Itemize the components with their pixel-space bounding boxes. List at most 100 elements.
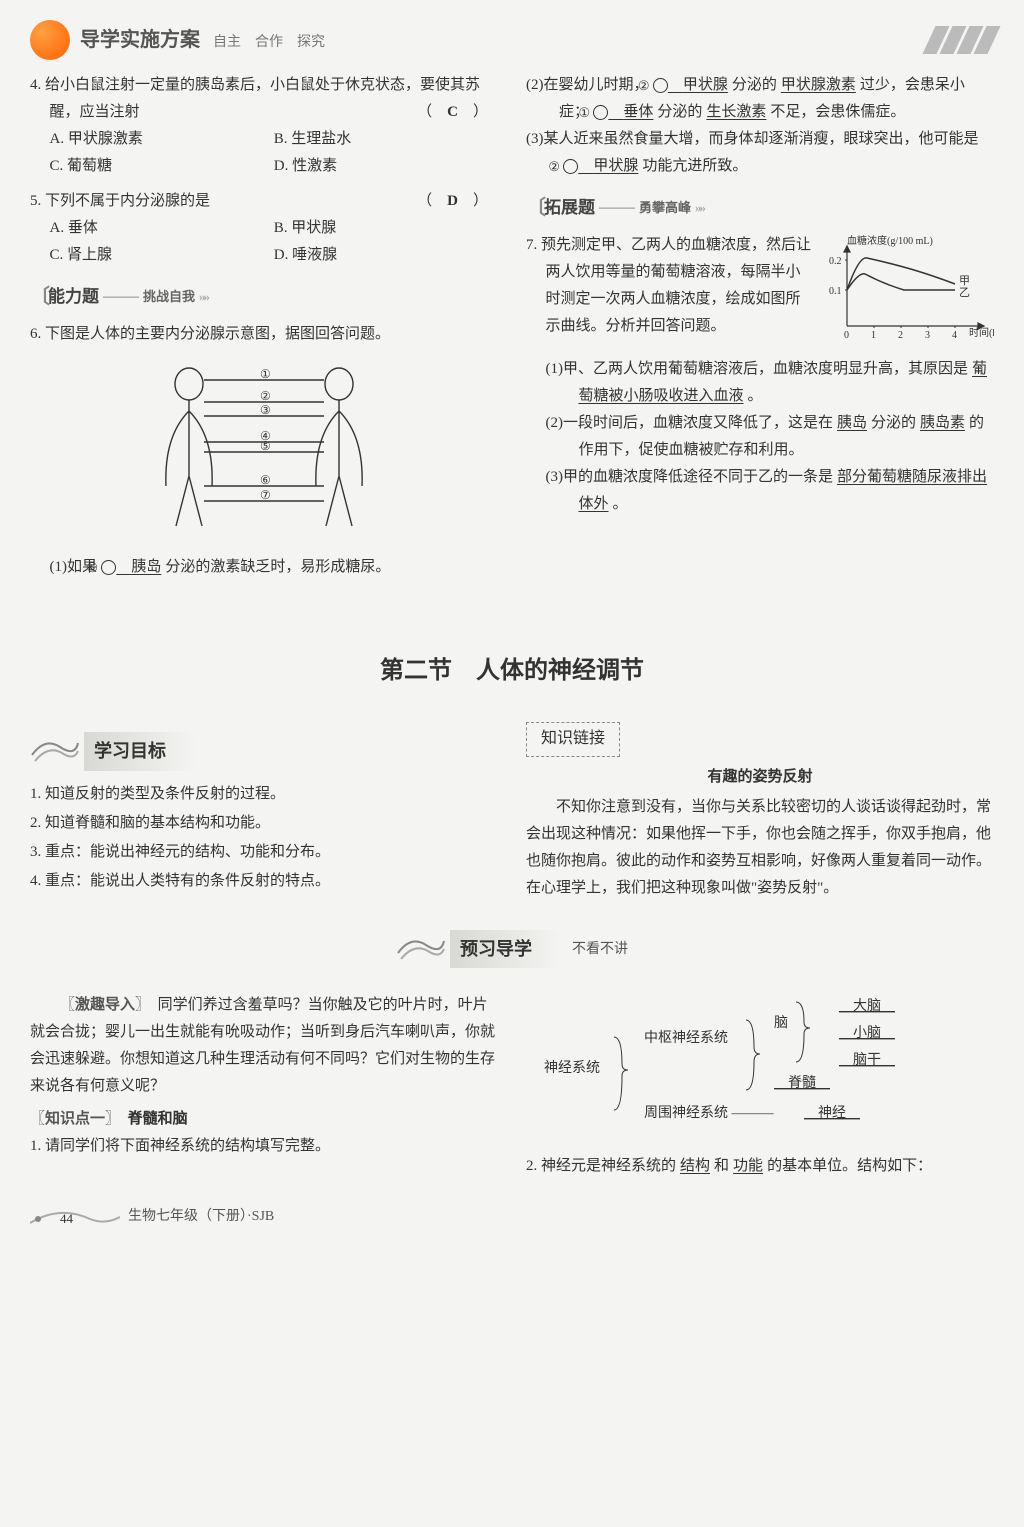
page-footer: 44 生物七年级（下册）·SJB (30, 1204, 994, 1229)
q6-sub1-post: 分泌的激素缺乏时，易形成糖尿。 (165, 559, 390, 575)
svg-text:⑤: ⑤ (260, 439, 271, 453)
q4-opt-a: A. 甲状腺激素 (50, 126, 274, 153)
intro-label: 〖激趣导入〗 (60, 997, 143, 1013)
q4-opt-c: C. 葡萄糖 (50, 153, 274, 180)
chart-ylabel: 血糖浓度(g/100 mL) (847, 234, 933, 247)
link-paragraph: 不知你注意到没有，当你与关系比较密切的人谈话谈得起劲时，常会出现这种情况：如果他… (526, 794, 994, 902)
kp1-label: 知识点一 (45, 1111, 105, 1127)
top-columns: 4. 给小白鼠注射一定量的胰岛素后，小白鼠处于休克状态，要使其苏醒，应当注射 （… (30, 72, 994, 589)
q5-opt-b: B. 甲状腺 (274, 215, 498, 242)
q6-sub3: (3)某人近来虽然食量大增，而身体却逐渐消瘦，眼球突出，他可能是② 甲状腺功能亢… (526, 126, 994, 180)
footer-text: 生物七年级（下册）·SJB (128, 1204, 274, 1229)
svg-text:⑥: ⑥ (260, 473, 271, 487)
q5-opt-c: C. 肾上腺 (50, 242, 274, 269)
q6-sub2-blank2b: 生长激素 (702, 104, 770, 120)
svg-text:②: ② (260, 389, 271, 403)
tree-svg: 神经系统 中枢神经系统 周围神经系统 ——— 脑 脊髓 大脑 小脑 脑干 神经 (544, 992, 964, 1142)
link-box-label: 知识链接 (526, 722, 620, 757)
q4-text: 4. 给小白鼠注射一定量的胰岛素后，小白鼠处于休克状态，要使其苏醒，应当注射 （… (30, 72, 498, 126)
q7-sub2-a2: 胰岛素 (916, 415, 969, 431)
question-5: 5. 下列不属于内分泌腺的是 （ D ） A. 垂体 B. 甲状腺 C. 肾上腺… (30, 188, 498, 269)
section-expand-head: 拓展题 ——— 勇攀高峰 »» (526, 190, 994, 226)
svg-text:乙: 乙 (959, 286, 970, 299)
svg-text:③: ③ (260, 403, 271, 417)
header-mascot-icon (30, 20, 70, 60)
q6-sub2-blank2: ① 垂体 (589, 104, 657, 120)
q7-sub3: (3)甲的血糖浓度降低途径不同于乙的一条是部分葡萄糖随尿液排出体外。 (559, 464, 994, 518)
tree-b1: 大脑 (839, 998, 895, 1014)
question-6: 6. 下图是人体的主要内分泌腺示意图，据图回答问题。 (30, 321, 498, 581)
q5-options: A. 垂体 B. 甲状腺 C. 肾上腺 D. 唾液腺 (30, 215, 498, 269)
curve-yi (847, 274, 955, 290)
header-title: 导学实施方案 自主 合作 探究 (80, 22, 325, 58)
svg-text:0: 0 (844, 330, 849, 341)
q7-sub1: (1)甲、乙两人饮用葡萄糖溶液后，血糖浓度明显升高，其原因是葡萄糖被小肠吸收进入… (559, 356, 994, 410)
preview-banner-row: 预习导学 不看不讲 (30, 920, 994, 978)
q6-text: 6. 下图是人体的主要内分泌腺示意图，据图回答问题。 (30, 321, 498, 348)
header-stripes-icon (929, 26, 994, 54)
section-2-title: 第二节 人体的神经调节 (30, 649, 994, 692)
bottom-left: 〖激趣导入〗 同学们养过含羞草吗？当你触及它的叶片时，叶片就会合拢；婴儿一出生就… (30, 992, 498, 1182)
q7-sub2: (2)一段时间后，血糖浓度又降低了，这是在胰岛分泌的胰岛素的作用下，促使血糖被贮… (559, 410, 994, 464)
goal-3: 3. 重点：能说出神经元的结构、功能和分布。 (30, 839, 498, 866)
q4-opt-d: D. 性激素 (274, 153, 498, 180)
goals-and-link-columns: 学习目标 1. 知道反射的类型及条件反射的过程。 2. 知道脊髓和脑的基本结构和… (30, 722, 994, 902)
q5-answer-paren: （ D ） (437, 188, 488, 215)
svg-text:2: 2 (898, 330, 903, 341)
q4-answer-paren: （ C ） (437, 99, 488, 126)
goals-banner-label: 学习目标 (84, 732, 196, 770)
q4-opt-b: B. 生理盐水 (274, 126, 498, 153)
endocrine-diagram-svg: ① ② ③ ④ ⑤ ⑥ ⑦ (134, 356, 394, 536)
page-number: 44 (60, 1207, 73, 1230)
tree-b3: 脑干 (839, 1052, 895, 1068)
kp1-q2: 2. 神经元是神经系统的结构和功能的基本单位。结构如下： (526, 1153, 994, 1180)
q4-stem: 4. 给小白鼠注射一定量的胰岛素后，小白鼠处于休克状态，要使其苏醒，应当注射 (30, 77, 480, 120)
kp1-label-wrap: 〖知识点一〗 (30, 1111, 113, 1127)
tree-brain: 脑 (774, 1015, 788, 1031)
header-title-sub: 自主 合作 探究 (213, 35, 325, 50)
goal-1: 1. 知道反射的类型及条件反射的过程。 (30, 781, 498, 808)
svg-text:1: 1 (871, 330, 876, 341)
svg-text:4: 4 (952, 330, 957, 341)
intro-paragraph: 〖激趣导入〗 同学们养过含羞草吗？当你触及它的叶片时，叶片就会合拢；婴儿一出生就… (30, 992, 498, 1100)
bottom-columns: 〖激趣导入〗 同学们养过含羞草吗？当你触及它的叶片时，叶片就会合拢；婴儿一出生就… (30, 992, 994, 1182)
ability-title: 能力题 (48, 282, 99, 313)
kp1-q1: 1. 请同学们将下面神经系统的结构填写完整。 (30, 1133, 498, 1160)
q6-sub2-blank1: ② 甲状腺 (649, 77, 732, 93)
link-title: 有趣的姿势反射 (526, 763, 994, 790)
q6-sub1-circle: ⑤ 胰岛 (97, 559, 165, 575)
goal-4: 4. 重点：能说出人类特有的条件反射的特点。 (30, 868, 498, 895)
kp1-head: 〖知识点一〗 脊髓和脑 (30, 1106, 498, 1133)
svg-text:3: 3 (925, 330, 930, 341)
goals-banner: 学习目标 (30, 732, 498, 770)
svg-text:甲: 甲 (959, 275, 970, 287)
preview-banner-sub: 不看不讲 (572, 937, 628, 962)
q6-sub3-pre: (3)某人近来虽然食量大增，而身体却逐渐消瘦，眼球突出，他可能是 (526, 131, 979, 147)
kp1-q2-a1: 结构 (676, 1158, 714, 1174)
q6-sub1: (1)如果⑤ 胰岛分泌的激素缺乏时，易形成糖尿。 (63, 554, 498, 581)
tree-central: 中枢神经系统 (644, 1030, 728, 1046)
swirl-icon (30, 735, 80, 767)
tree-nerve: 神经 (804, 1105, 860, 1121)
q7-sub2-a1: 胰岛 (833, 415, 871, 431)
link-column: 知识链接 有趣的姿势反射 不知你注意到没有，当你与关系比较密切的人谈话谈得起劲时… (526, 722, 994, 902)
tree-peripheral: 周围神经系统 ——— (644, 1105, 774, 1121)
q4-options: A. 甲状腺激素 B. 生理盐水 C. 葡萄糖 D. 性激素 (30, 126, 498, 180)
q5-opt-a: A. 垂体 (50, 215, 274, 242)
header-title-main: 导学实施方案 (80, 29, 200, 51)
q5-answer: D (447, 193, 458, 209)
goal-2: 2. 知道脊髓和脑的基本结构和功能。 (30, 810, 498, 837)
tree-b2: 小脑 (839, 1025, 895, 1041)
svg-text:⑦: ⑦ (260, 488, 271, 502)
svg-text:0.2: 0.2 (829, 256, 842, 267)
tree-root: 神经系统 (544, 1060, 600, 1076)
question-7: 血糖浓度(g/100 mL) 时间(h) (526, 232, 994, 518)
q5-stem: 5. 下列不属于内分泌腺的是 (30, 193, 210, 209)
nervous-system-tree: 神经系统 中枢神经系统 周围神经系统 ——— 脑 脊髓 大脑 小脑 脑干 神经 (526, 992, 994, 1153)
chart-xlabel: 时间(h) (969, 326, 994, 339)
swirl-icon (396, 933, 446, 965)
tree-spinal: 脊髓 (774, 1075, 830, 1091)
svg-text:0.1: 0.1 (829, 286, 842, 297)
kp1-q2-a2: 功能 (729, 1158, 767, 1174)
question-4: 4. 给小白鼠注射一定量的胰岛素后，小白鼠处于休克状态，要使其苏醒，应当注射 （… (30, 72, 498, 180)
